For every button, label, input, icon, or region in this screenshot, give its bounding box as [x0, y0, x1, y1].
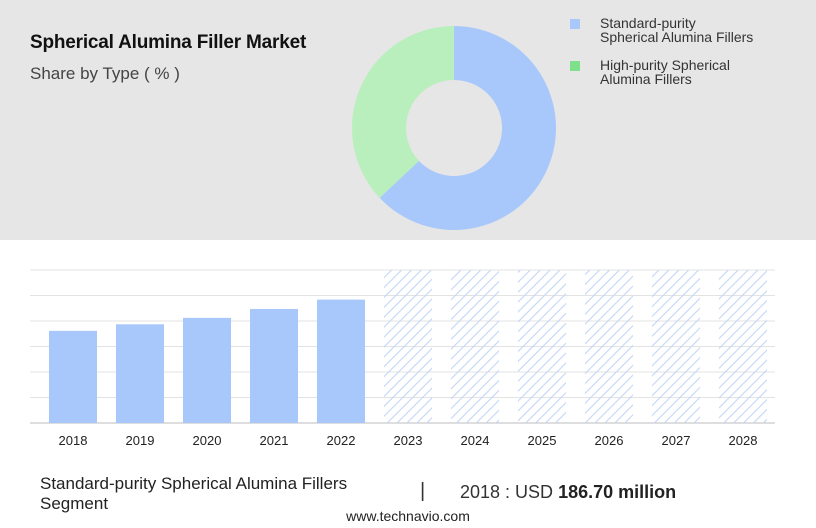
forecast-bar-2026 — [585, 270, 633, 423]
legend-label: High-purity Spherical — [600, 57, 730, 73]
x-tick-label: 2024 — [461, 433, 490, 448]
x-tick-label: 2020 — [193, 433, 222, 448]
x-tick-label: 2027 — [662, 433, 691, 448]
footer-value: 2018 : USD 186.70 million — [460, 482, 676, 503]
bar-2019 — [116, 324, 164, 423]
donut-chart — [352, 26, 556, 230]
footer-source: www.technavio.com — [346, 508, 470, 524]
footer-divider: | — [420, 480, 426, 502]
legend: Standard-purity Spherical Alumina Fillers… — [570, 16, 810, 100]
legend-swatch — [570, 19, 580, 29]
x-tick-label: 2023 — [394, 433, 423, 448]
forecast-bar-2027 — [652, 270, 700, 423]
x-tick-label: 2025 — [528, 433, 557, 448]
x-tick-label: 2028 — [729, 433, 758, 448]
forecast-bar-2028 — [719, 270, 767, 423]
bar-2020 — [183, 317, 231, 423]
legend-item: High-purity Spherical Alumina Fillers — [570, 58, 810, 86]
x-tick-label: 2026 — [595, 433, 624, 448]
legend-item: Standard-purity Spherical Alumina Fillers — [570, 16, 810, 44]
bar-2022 — [317, 299, 365, 423]
footer-value-amount: 186.70 million — [558, 482, 677, 502]
legend-swatch — [570, 61, 580, 71]
legend-label: Spherical Alumina Fillers — [600, 29, 754, 45]
forecast-bar-2024 — [451, 270, 499, 423]
x-tick-label: 2019 — [126, 433, 155, 448]
footer-value-prefix: 2018 : USD — [460, 482, 554, 502]
donut-slice-standard-purity — [379, 26, 556, 230]
legend-label: Standard-purity — [600, 15, 696, 31]
donut-slice-high-purity — [352, 26, 454, 198]
bar-chart: 2018 2019 2020 2021 2022 2023 2024 2025 2026 2027… — [30, 269, 775, 448]
x-tick-label: 2022 — [327, 433, 356, 448]
chart-subtitle: Share by Type ( % ) — [30, 64, 180, 83]
footer-segment-label: Standard-purity Spherical Alumina Filler… — [40, 474, 348, 513]
legend-label: Alumina Fillers — [600, 71, 692, 87]
forecast-bar-2023 — [384, 270, 432, 423]
x-tick-label: 2018 — [59, 433, 88, 448]
x-tick-label: 2021 — [260, 433, 289, 448]
chart-title: Spherical Alumina Filler Market — [30, 32, 307, 53]
bar-2018 — [49, 330, 97, 423]
forecast-bar-2025 — [518, 270, 566, 423]
bar-2021 — [250, 308, 298, 423]
